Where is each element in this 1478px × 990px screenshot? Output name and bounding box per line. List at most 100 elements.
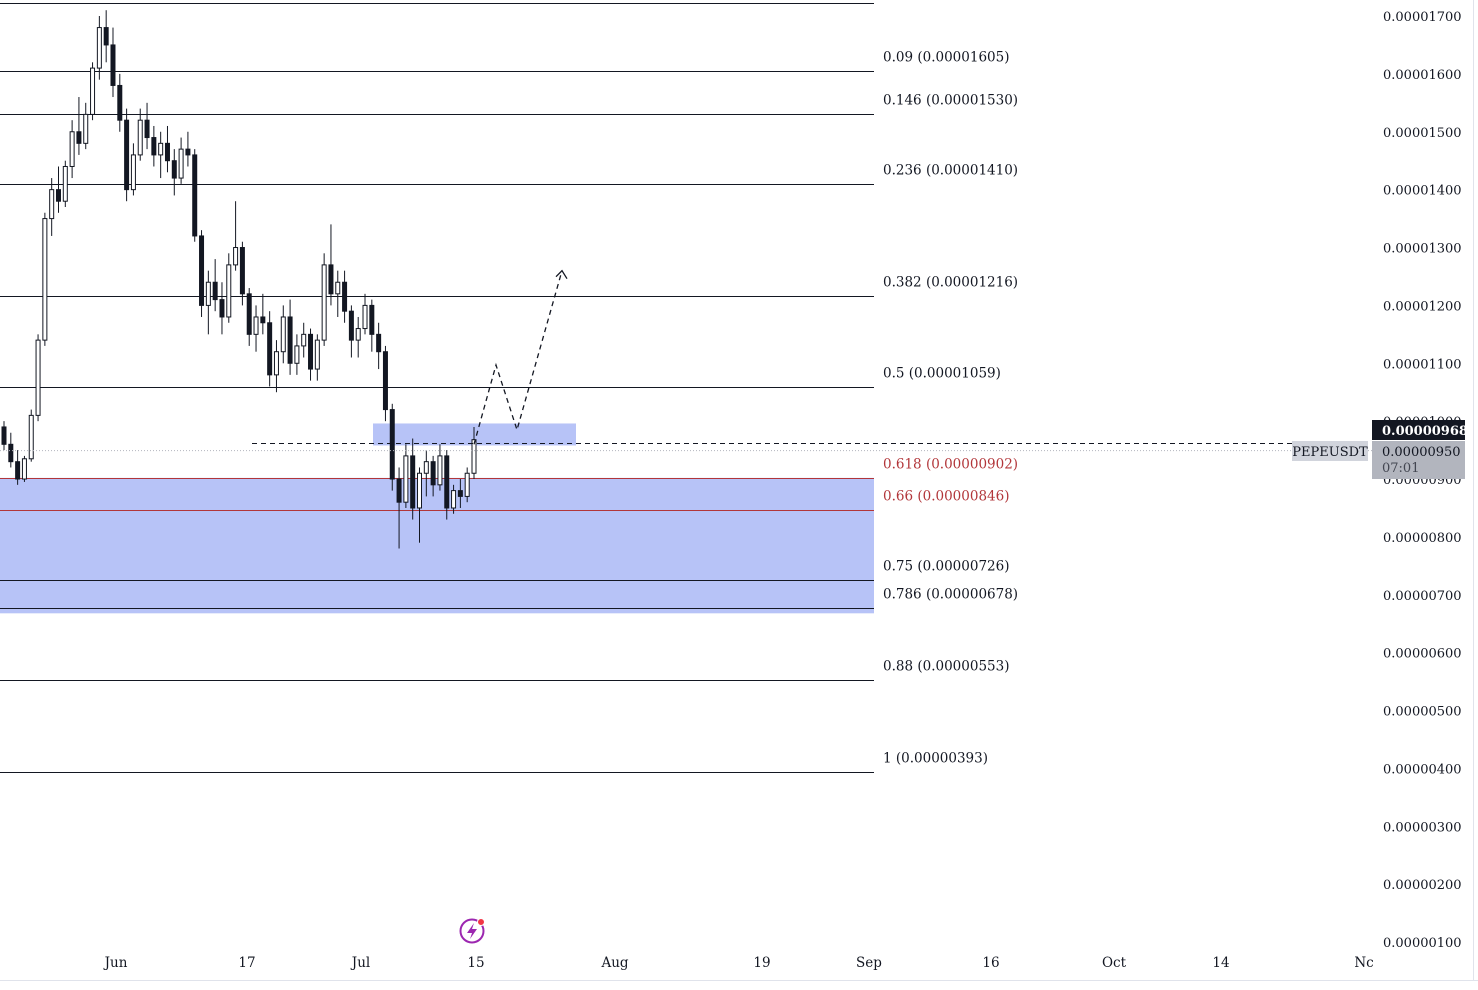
candle-body <box>49 189 55 220</box>
fib-label: 0.09 (0.00001605) <box>883 50 1009 66</box>
candle-body <box>348 310 354 341</box>
candle <box>21 455 27 482</box>
candle-body <box>233 247 239 266</box>
candles-layer <box>1 10 477 549</box>
candle <box>62 160 68 208</box>
candle-body <box>76 131 82 144</box>
time-tick: Jun <box>103 955 128 971</box>
price-tick: 0.00000600 <box>1383 647 1462 662</box>
candle-body <box>246 293 252 335</box>
candle-body <box>144 119 150 139</box>
fib-label: 0.382 (0.00001216) <box>883 275 1018 291</box>
candle-body <box>287 316 293 364</box>
time-tick: Oct <box>1102 955 1127 971</box>
candle <box>253 305 259 352</box>
fib-label: 0.618 (0.00000902) <box>883 457 1018 473</box>
candle-body <box>355 328 361 341</box>
candle <box>130 143 136 196</box>
candle <box>144 102 150 150</box>
candle <box>246 288 252 346</box>
candle-body <box>164 142 170 162</box>
candle <box>308 328 314 381</box>
candle <box>178 137 184 184</box>
candle <box>280 305 286 364</box>
time-tick: Jul <box>350 955 370 971</box>
candle-body <box>219 299 225 318</box>
symbol-name-tag <box>1292 441 1368 461</box>
candle-body <box>137 119 143 156</box>
candle <box>273 340 279 393</box>
candle <box>76 97 82 155</box>
candle-body <box>430 461 436 486</box>
price-tick: 0.00001700 <box>1383 10 1462 25</box>
time-tick: Aug <box>600 955 628 971</box>
candle <box>457 479 463 508</box>
candle-body <box>451 490 457 509</box>
candle-body <box>90 67 96 115</box>
candle <box>124 108 130 202</box>
candle-body <box>110 44 116 86</box>
candle-body <box>328 264 334 295</box>
candle <box>42 212 48 346</box>
candle <box>444 450 450 520</box>
candle-body <box>382 351 388 411</box>
candle-body <box>308 333 314 370</box>
candle <box>314 334 320 381</box>
candle-body <box>464 472 470 497</box>
time-tick: Nc <box>1354 955 1373 971</box>
last-price: 0.00000950 <box>1382 445 1461 460</box>
candle <box>471 426 477 480</box>
time-tick: 15 <box>467 955 484 971</box>
price-tick: 0.00001400 <box>1383 184 1462 199</box>
candle <box>430 455 436 497</box>
candle <box>219 282 225 335</box>
candle-body <box>151 137 157 156</box>
candle-body <box>342 281 348 312</box>
candle <box>423 450 429 497</box>
candle <box>451 484 457 514</box>
price-tick: 0.00000500 <box>1383 705 1462 720</box>
candle-body <box>171 160 177 179</box>
candle-body <box>389 409 395 480</box>
candle <box>355 316 361 358</box>
price-tick: 0.00000300 <box>1383 820 1462 835</box>
current-price-tag <box>1372 420 1465 440</box>
fib-retracement[interactable]: 0.09 (0.00001605) 0.146 (0.00001530) 0.236… <box>0 3 1018 773</box>
candle <box>396 467 402 549</box>
candle-body <box>239 247 245 295</box>
candle-body <box>369 304 375 335</box>
price-tick: 0.00001100 <box>1383 357 1462 372</box>
candle-body <box>417 472 423 509</box>
candle-body <box>117 84 123 121</box>
candle <box>137 108 143 161</box>
candle-body <box>294 345 300 364</box>
time-tick: 14 <box>1212 955 1229 971</box>
candle <box>342 270 348 323</box>
last-price-tag <box>1372 441 1465 479</box>
candle <box>69 120 75 179</box>
candle-body <box>8 443 14 463</box>
fib-label: 0.66 (0.00000846) <box>883 489 1009 505</box>
time-tick: 16 <box>982 955 999 971</box>
time-tick: 19 <box>753 955 770 971</box>
candle-body <box>205 281 211 306</box>
overlay-layer <box>0 269 1372 452</box>
lightning-icon[interactable] <box>459 918 485 944</box>
fib-label: 0.5 (0.00001059) <box>883 366 1001 382</box>
candle-body <box>410 455 416 509</box>
candle-body <box>158 142 164 156</box>
countdown: 07:01 <box>1382 461 1419 476</box>
candle <box>192 149 198 242</box>
candle <box>287 299 293 375</box>
time-axis[interactable]: Jun 17 Jul 15 Aug 19 Sep 16 Oct 14 Nc <box>0 955 1478 981</box>
candle <box>96 16 102 80</box>
candle <box>410 438 416 520</box>
candle-body <box>15 461 21 480</box>
candle <box>83 102 89 150</box>
candle <box>35 334 41 422</box>
candle <box>8 432 14 468</box>
candle <box>233 201 239 271</box>
zones-layer <box>0 423 874 614</box>
fib-label: 0.786 (0.00000678) <box>883 587 1018 603</box>
